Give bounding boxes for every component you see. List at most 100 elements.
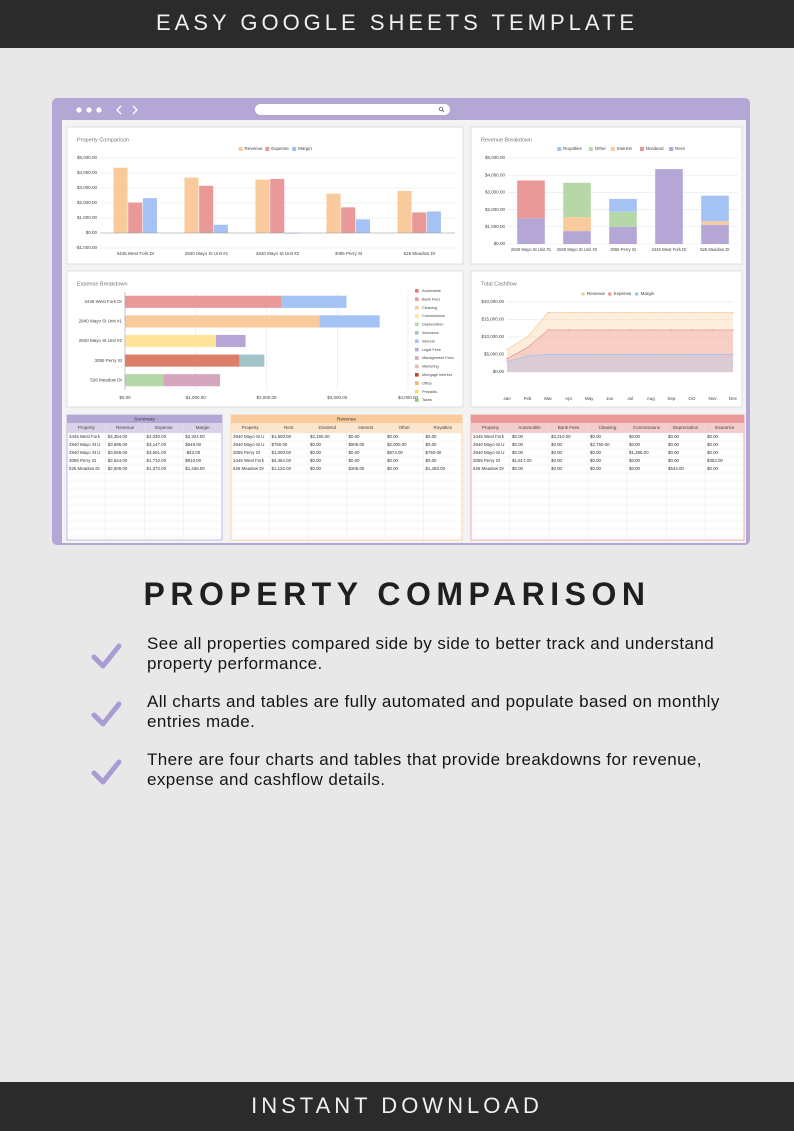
legend-swatch [634,292,639,296]
legend-swatch [415,331,419,335]
bar [270,178,285,233]
bullet: All charts and tables are fully automate… [147,692,720,731]
point [506,357,508,360]
point [567,329,570,331]
column-header: Rent [284,425,294,430]
bullet-list: See all properties compared side by side… [147,634,727,808]
y-tick-label: $0.00 [494,241,506,246]
column-header: Other [399,425,411,430]
table-cell: $2,210.00 [551,434,571,439]
legend-swatch [415,356,419,360]
table-cell: $0.00 [707,434,719,439]
legend-label: Interest [422,339,436,343]
table-cell: $809.00 [349,442,365,447]
x-tick-label: Mar [544,396,552,401]
column-header: Property [482,425,500,430]
point [670,353,673,356]
y-tick-label: $10,000.00 [481,334,504,339]
legend-label: Office [422,381,432,385]
legend-label: Prepaids [422,390,437,394]
point [608,353,611,356]
legend-swatch [581,292,585,296]
table-cell: $0.00 [551,466,563,471]
legend-swatch [588,147,593,151]
table-cell: $0.00 [387,434,399,439]
table-cell: $0.00 [310,458,322,463]
point [691,311,693,314]
legend-swatch [265,147,270,151]
footer-cta: INSTANT DOWNLOAD [251,1093,543,1118]
bar [284,233,299,234]
table-cell: $0.00 [590,458,602,463]
x-tick-label: 3445 West Fork Dr [117,251,155,256]
bar-segment [125,354,240,367]
point [588,353,590,356]
legend-swatch [415,339,419,343]
legend-swatch [415,322,419,327]
table-cell: $1,500.00 [272,434,292,439]
legend-swatch [669,147,674,151]
bar-segment [125,334,216,348]
point [526,336,529,338]
legend-label: Legal Fees [422,348,441,352]
bar-segment [215,334,246,348]
search-icon [438,106,444,112]
table-cell: 2840 Mayo St U [473,450,504,455]
column-header: Royalties [433,425,452,430]
point [691,329,693,331]
section-heading: PROPERTY COMPARISON [143,576,651,612]
bar-segment [163,374,221,387]
table-cell: $0.00 [512,442,524,447]
table-cell: $0.00 [426,442,438,447]
x-tick-label: Jul [627,396,633,401]
column-header: Depreciation [673,425,699,430]
table-cell: $2,750.00 [590,442,610,447]
table-cell: $750.00 [272,442,288,447]
x-tick-label: Nov [708,396,717,401]
chart-title: Revenue Breakdown [481,137,532,143]
table-cell: $0.00 [629,458,641,463]
header-title: EASY GOOGLE SHEETS TEMPLATE [155,10,639,35]
table-cell: $0.00 [512,450,524,455]
table-cell: 2840 Mayo St U [233,434,264,439]
x-tick-label: Sep [667,396,676,401]
area-fill [507,330,733,372]
area-fill [507,354,733,372]
legend-swatch [415,373,419,377]
series-line [506,354,733,362]
legend-label: Margin [298,146,312,151]
table-cell: $874.00 [387,450,403,455]
check-icon [91,643,122,669]
x-tick-label: 3055 Perry St [335,251,363,256]
bar-segment [517,180,545,219]
table-cell: $353.00 [707,458,723,463]
legend-swatch [608,292,612,296]
point [506,348,508,351]
bar [397,190,412,233]
legend-label: Depreciation [422,323,443,327]
table-cell: $0.00 [629,442,641,447]
point [588,311,590,314]
table-cell: $4,354.00 [272,458,292,463]
x-tick-label: 2840 Mayo St Unit #2 [256,251,300,256]
y-tick-label: $2,000.00 [485,207,506,212]
x-tick-label: Aug [647,396,656,401]
legend-swatch [415,381,419,385]
table-cell: $1,285.00 [629,450,649,455]
point [711,311,714,314]
x-tick-label: 3055 Perry St [610,247,636,252]
bar-segment [655,169,683,244]
table-title: Revenue [337,416,357,422]
y-tick-label: $1,000.00 [77,215,98,220]
table-cell: 526 Meadow Dr [473,466,505,471]
y-tick-label: $0.00 [86,230,98,235]
legend-label: Other [595,146,607,151]
table-cell: $1,483.00 [426,466,446,471]
table-cell: 2840 Mayo St U [233,442,264,447]
table-cell: $0.00 [387,458,399,463]
legend-label: Margin [641,291,655,296]
y-tick-label: 526 Meadow Dr [90,377,122,382]
table-title-band [471,415,744,423]
table-cell: $0.00 [590,466,602,471]
bar-segment [239,354,265,367]
